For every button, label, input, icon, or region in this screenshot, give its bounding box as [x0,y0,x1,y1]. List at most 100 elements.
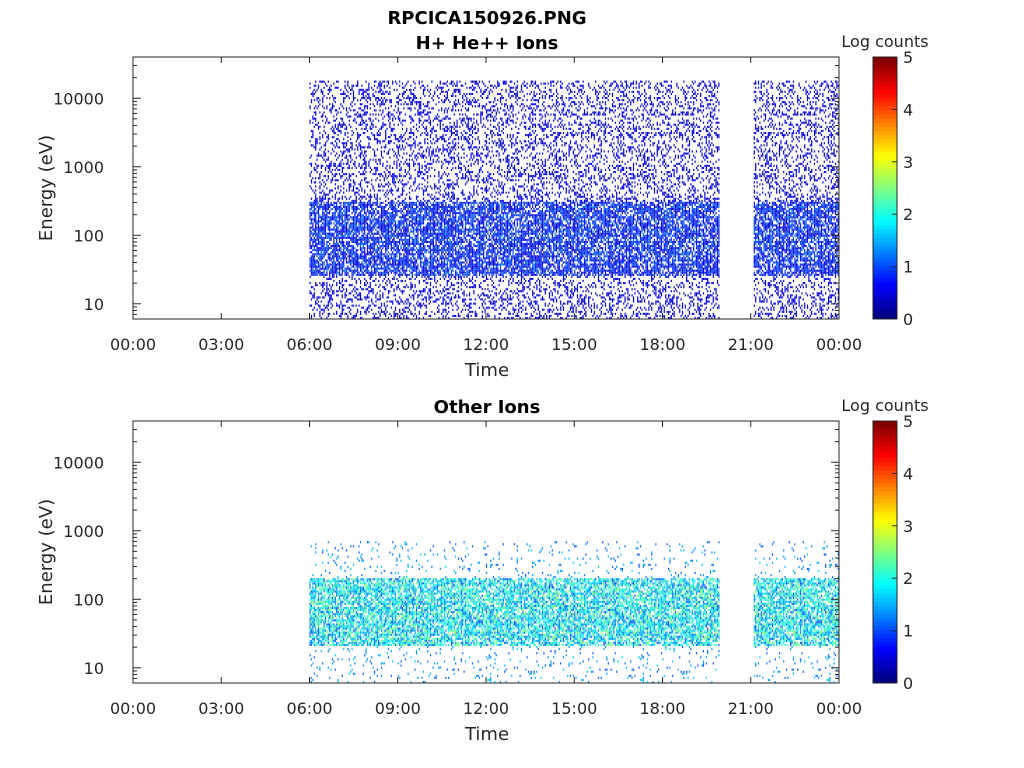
spectrogram-cell [375,198,376,200]
spectrogram-cell [361,253,362,255]
spectrogram-cell [367,202,368,204]
spectrogram-cell [333,136,334,138]
spectrogram-cell [389,190,390,192]
spectrogram-cell [342,241,343,243]
spectrogram-cell [381,214,382,216]
spectrogram-cell [387,183,388,185]
spectrogram-cell [345,150,346,152]
spectrogram-cell [336,274,337,276]
spectrogram-cell [354,224,355,226]
spectrogram-cell [364,229,365,231]
spectrogram-cell [384,224,385,226]
spectrogram-cell [342,212,343,214]
spectrogram-cell [385,249,386,251]
spectrogram-cell [387,218,388,220]
spectrogram-cell [380,294,381,296]
spectrogram-cell [336,305,337,307]
spectrogram-cell [326,210,327,212]
spectrogram-cell [314,146,315,148]
spectrogram-cell [378,227,379,229]
spectrogram-cell [314,245,315,247]
spectrogram-cell [388,212,389,214]
spectrogram-cell [377,167,378,169]
spectrogram-cell [340,103,341,105]
spectrogram-cell [336,243,337,245]
spectrogram-cell [310,251,311,253]
spectrogram-cell [346,212,347,214]
spectrogram-cell [384,274,385,276]
spectrogram-cell [366,124,367,126]
spectrogram-cell [326,194,327,196]
spectrogram-cell [387,214,388,216]
spectrogram-cell [314,241,315,243]
spectrogram-cell [342,214,343,216]
spectrogram-cell [364,204,365,206]
spectrogram-cell [311,233,312,235]
spectrogram-cell [366,220,367,222]
spectrogram-cell [368,272,369,274]
spectrogram-cell [389,202,390,204]
spectrogram-cell [343,284,344,286]
spectrogram-cell [347,161,348,163]
spectrogram-cell [387,243,388,245]
spectrogram-cell [352,298,353,300]
spectrogram-cell [385,243,386,245]
spectrogram-cell [336,229,337,231]
spectrogram-cell [364,128,365,130]
spectrogram-cell [370,249,371,251]
spectrogram-cell [361,288,362,290]
spectrogram-cell [322,105,323,107]
spectrogram-cell [373,204,374,206]
spectrogram-cell [332,235,333,237]
spectrogram-cell [380,253,381,255]
spectrogram-cell [332,95,333,97]
spectrogram-cell [319,274,320,276]
spectrogram-cell [349,185,350,187]
spectrogram-cell [371,298,372,300]
spectrogram-cell [340,224,341,226]
spectrogram-cell [322,247,323,249]
spectrogram-cell [370,259,371,261]
spectrogram-cell [357,253,358,255]
spectrogram-cell [310,107,311,109]
spectrogram-cell [352,85,353,87]
spectrogram-cell [329,231,330,233]
spectrogram-cell [347,132,348,134]
spectrogram-cell [333,233,334,235]
spectrogram-cell [315,235,316,237]
spectrogram-cell [339,210,340,212]
spectrogram-cell [382,227,383,229]
spectrogram-cell [333,116,334,118]
spectrogram-cell [314,261,315,263]
spectrogram-cell [354,315,355,317]
spectrogram-cell [346,247,347,249]
spectrogram-cell [340,190,341,192]
spectrogram-cell [329,229,330,231]
spectrogram-cell [388,231,389,233]
spectrogram-cell [371,245,372,247]
spectrogram-cell [325,196,326,198]
spectrogram-cell [332,266,333,268]
spectrogram-cell [342,235,343,237]
spectrogram-cell [340,301,341,303]
spectrogram-cell [318,266,319,268]
spectrogram-cell [319,268,320,270]
spectrogram-cell [360,99,361,101]
spectrogram-cell [340,212,341,214]
spectrogram-cell [338,233,339,235]
spectrogram-cell [388,136,389,138]
spectrogram-cell [359,116,360,118]
spectrogram-cell [388,290,389,292]
spectrogram-cell [382,216,383,218]
spectrogram-cell [329,220,330,222]
spectrogram-cell [338,87,339,89]
spectrogram-cell [328,313,329,315]
spectrogram-cell [368,261,369,263]
spectrogram-cell [319,142,320,144]
spectrogram-cell [384,116,385,118]
spectrogram-cell [324,233,325,235]
spectrogram-cell [346,173,347,175]
spectrogram-cell [382,122,383,124]
spectrogram-cell [314,292,315,294]
spectrogram-cell [385,107,386,109]
